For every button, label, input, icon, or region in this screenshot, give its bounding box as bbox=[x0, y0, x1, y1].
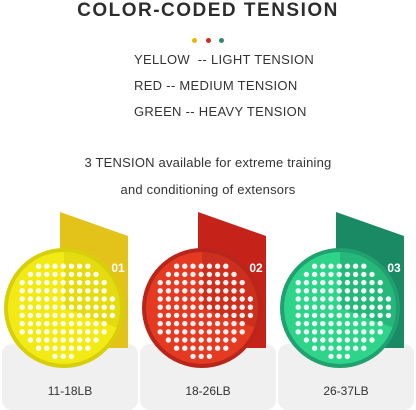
yellow-disc-illustration: 01 bbox=[4, 212, 128, 368]
product-yellow: 01 11-18LB bbox=[2, 212, 138, 410]
tension-range-yellow: 11-18LB bbox=[47, 384, 93, 398]
tension-line-green: GREEN -- HEAVY TENSION bbox=[134, 104, 307, 119]
yellow-dot bbox=[192, 38, 198, 43]
color-dots bbox=[0, 30, 416, 48]
tension-line-red: RED -- MEDIUM TENSION bbox=[134, 78, 298, 93]
page-title: COLOR-CODED TENSION bbox=[77, 0, 339, 21]
card-number: 01 bbox=[111, 261, 125, 275]
green-disc-illustration: 03 bbox=[280, 212, 404, 368]
description-line-1: 3 TENSION available for extreme training bbox=[84, 155, 332, 170]
card-number: 03 bbox=[387, 261, 401, 275]
disc-holes bbox=[19, 263, 116, 360]
card-number: 02 bbox=[249, 261, 263, 275]
tension-range-green: 26-37LB bbox=[323, 384, 369, 398]
disc-holes bbox=[157, 263, 254, 360]
product-red: 02 18-26LB bbox=[140, 212, 276, 410]
green-dot bbox=[218, 38, 224, 43]
tension-line-yellow: YELLOW -- LIGHT TENSION bbox=[134, 52, 315, 67]
description-line-2: and conditioning of extensors bbox=[120, 182, 296, 197]
red-dot bbox=[205, 38, 211, 43]
red-disc-illustration: 02 bbox=[142, 212, 266, 368]
product-green: 03 26-37LB bbox=[278, 212, 414, 410]
disc-holes bbox=[295, 263, 392, 360]
tension-range-red: 18-26LB bbox=[185, 384, 231, 398]
